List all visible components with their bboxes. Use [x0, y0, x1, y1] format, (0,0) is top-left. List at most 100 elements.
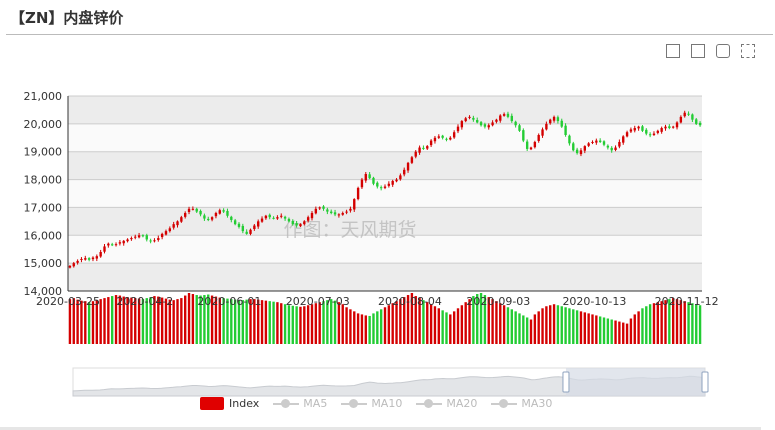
candle-body	[614, 147, 617, 150]
volume-bar	[126, 297, 129, 344]
page-scrollbar-track[interactable]	[0, 427, 761, 430]
volume-bar	[264, 300, 268, 344]
volume-bar	[660, 301, 663, 344]
volume-bar	[172, 300, 175, 344]
candle-body	[276, 217, 279, 219]
volume-bar	[426, 302, 429, 344]
volume-bar	[318, 302, 321, 344]
datazoom-start-handle[interactable]	[562, 371, 570, 393]
volume-bar	[495, 301, 498, 344]
volume-bar	[445, 312, 448, 344]
candle-body	[545, 123, 548, 130]
volume-bar	[230, 299, 233, 344]
volume-bar	[379, 309, 383, 344]
volume-bar	[499, 303, 502, 344]
candle-body	[287, 218, 291, 222]
volume-bar	[622, 322, 625, 344]
candle-body	[602, 141, 606, 145]
zoom-icon[interactable]	[666, 44, 680, 58]
volume-bar	[487, 297, 490, 344]
volume-bar	[333, 300, 337, 344]
volume-bar	[322, 301, 325, 344]
volume-bar	[168, 299, 172, 344]
volume-bar	[549, 305, 552, 344]
volume-bar	[287, 305, 291, 344]
y-tick-label: 18,000	[24, 174, 63, 187]
grid-band	[68, 151, 702, 180]
candle-body	[387, 183, 391, 186]
legend-label: MA20	[446, 397, 478, 410]
candle-body	[399, 175, 402, 180]
volume-bar	[91, 301, 95, 344]
y-tick-label: 14,000	[24, 285, 63, 298]
candle-body	[452, 132, 456, 138]
legend-item-ma10[interactable]: MA10	[341, 397, 402, 410]
volume-bar	[533, 314, 537, 344]
volume-bar	[372, 313, 375, 344]
candle-body	[629, 129, 633, 132]
legend-line-ma20	[416, 397, 443, 410]
volume-bar	[525, 317, 529, 344]
candle-body	[506, 113, 510, 117]
candle-body	[499, 115, 502, 121]
datazoom-end-handle[interactable]	[701, 371, 709, 393]
volume-bar	[645, 306, 648, 344]
volume-bar	[237, 300, 241, 344]
volume-bar	[606, 318, 610, 344]
y-tick-label: 15,000	[24, 257, 63, 270]
restore-icon[interactable]	[716, 44, 730, 58]
candle-body	[376, 182, 379, 187]
volume-bar	[506, 307, 510, 344]
save-image-icon[interactable]	[741, 44, 755, 58]
volume-bar	[683, 301, 686, 344]
legend-label: Index	[229, 397, 260, 410]
legend-item-ma20[interactable]: MA20	[416, 397, 477, 410]
candle-body	[575, 149, 579, 154]
candle-body	[222, 210, 225, 212]
candle-body	[199, 210, 202, 215]
volume-bar	[679, 300, 683, 344]
volume-bar	[406, 295, 410, 344]
candle-body	[648, 134, 652, 136]
volume-bar	[164, 298, 168, 344]
candle-body	[349, 208, 352, 211]
candle-body	[533, 141, 537, 148]
volume-bar	[283, 304, 287, 344]
candle-body	[583, 146, 586, 151]
candle-body	[664, 126, 667, 129]
volume-bar	[452, 311, 456, 344]
volume-bar	[72, 298, 75, 344]
x-tick-label: 2020-08-04	[378, 295, 442, 308]
candle-body	[645, 129, 648, 134]
legend-line-ma30	[491, 397, 518, 410]
volume-bar	[245, 299, 248, 344]
zoom-reset-icon[interactable]	[691, 44, 705, 58]
datazoom-window[interactable]	[565, 368, 705, 396]
volume-bar	[326, 300, 329, 344]
x-tick-label: 2020-03-25	[36, 295, 100, 308]
candle-body	[433, 137, 437, 142]
volume-bar	[268, 301, 271, 344]
volume-bar	[502, 305, 506, 344]
candle-body	[668, 126, 671, 129]
candle-body	[391, 180, 394, 185]
legend-item-ma30[interactable]: MA30	[491, 397, 552, 410]
candle-body	[691, 114, 694, 120]
volume-bar	[429, 304, 433, 344]
volume-bar	[602, 317, 606, 344]
candle-body	[137, 235, 141, 238]
volume-bar	[564, 307, 567, 344]
volume-bar	[414, 296, 417, 344]
volume-bar	[218, 297, 221, 344]
candle-body	[510, 115, 513, 122]
candle-body	[80, 258, 83, 260]
candle-body	[84, 258, 87, 260]
legend-item-index[interactable]: Index	[200, 397, 259, 410]
candle-body	[207, 218, 210, 220]
volume-bar	[184, 295, 187, 344]
candle-body	[610, 147, 613, 151]
candle-body	[314, 208, 318, 214]
candle-body	[656, 130, 660, 133]
volume-bar	[249, 299, 252, 344]
legend-item-ma5[interactable]: MA5	[273, 397, 327, 410]
